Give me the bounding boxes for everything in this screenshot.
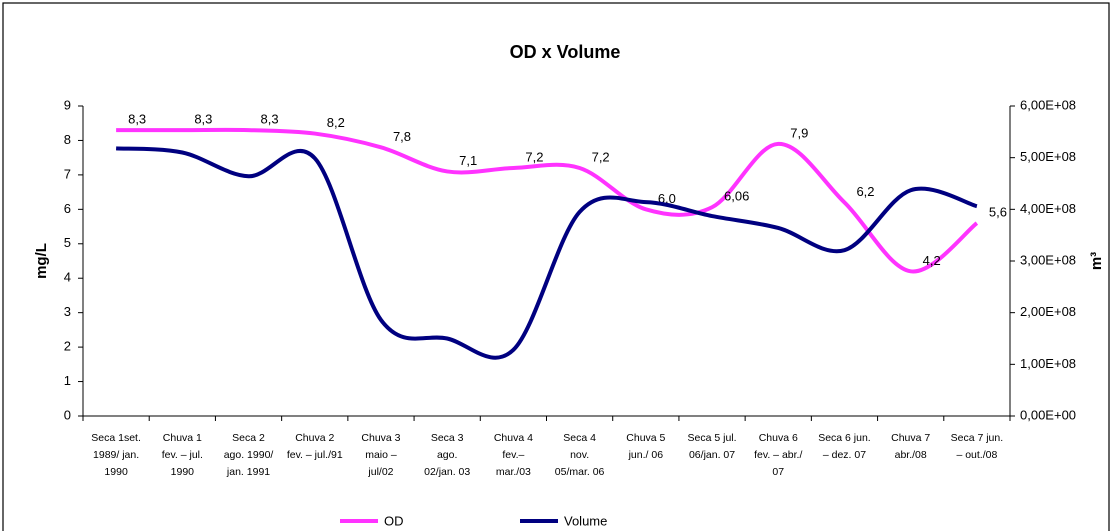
y-tick-label: 9: [64, 97, 71, 112]
x-tick-label: Chuva 2 fev. – jul./91: [287, 432, 343, 461]
legend-label: OD: [384, 513, 404, 528]
y-axis-title: mg/L: [33, 243, 50, 279]
legend-label: Volume: [564, 513, 607, 528]
y-tick-label: 4: [64, 270, 71, 285]
y-tick-label: 6: [64, 201, 71, 216]
x-tick-label: Seca 4 nov. 05/mar. 06: [555, 432, 605, 478]
data-label: 5,6: [989, 205, 1007, 220]
x-tick-label: Chuva 4 fev.– mar./03: [494, 432, 533, 478]
y2-tick-label: 0,00E+00: [1020, 407, 1076, 422]
y-tick-label: 1: [64, 373, 71, 388]
y2-tick-label: 5,00E+08: [1020, 149, 1076, 164]
data-label: 6,2: [856, 184, 874, 199]
x-tick-label: Chuva 1 fev. – jul. 1990: [162, 432, 203, 478]
data-label: 6,06: [724, 189, 749, 204]
data-label: 4,2: [923, 253, 941, 268]
data-label: 8,3: [194, 112, 212, 127]
series-line: [116, 127, 979, 274]
x-tick-label: Chuva 7 abr./08: [891, 432, 930, 461]
data-label: 7,9: [790, 125, 808, 140]
data-label: 7,1: [459, 153, 477, 168]
x-tick-label: Seca 6 jun. – dez. 07: [818, 432, 871, 461]
x-tick-label: Seca 5 jul. 06/jan. 07: [688, 432, 737, 461]
y-tick-label: 7: [64, 166, 71, 181]
y2-tick-label: 6,00E+08: [1020, 97, 1076, 112]
y-tick-label: 0: [64, 407, 71, 422]
y2-axis-title: m³: [1088, 252, 1105, 270]
y2-tick-label: 1,00E+08: [1020, 356, 1076, 371]
data-label: 7,2: [525, 149, 543, 164]
series-line: [115, 146, 978, 360]
x-tick-label: Seca 1set. 1989/ jan. 1990: [91, 432, 141, 478]
y-tick-label: 3: [64, 304, 71, 319]
data-label: 8,2: [327, 115, 345, 130]
y-tick-label: 2: [64, 339, 71, 354]
data-label: 7,8: [393, 129, 411, 144]
x-tick-label: Seca 7 jun. – out./08: [951, 432, 1004, 461]
data-label: 6,0: [658, 191, 676, 206]
data-label: 8,3: [128, 112, 146, 127]
x-tick-label: Chuva 6 fev. – abr./07: [754, 432, 802, 478]
x-tick-label: Chuva 5 jun./ 06: [626, 432, 665, 461]
x-tick-label: Chuva 3 maio – jul/02: [361, 432, 400, 478]
y-tick-label: 8: [64, 132, 71, 147]
y2-tick-label: 4,00E+08: [1020, 201, 1076, 216]
y-tick-label: 5: [64, 235, 71, 250]
data-label: 8,3: [261, 112, 279, 127]
y2-tick-label: 2,00E+08: [1020, 304, 1076, 319]
data-label: 7,2: [592, 149, 610, 164]
chart-title: OD x Volume: [510, 42, 621, 62]
x-tick-label: Seca 3 ago. 02/jan. 03: [424, 432, 470, 478]
x-tick-label: Seca 2 ago. 1990/jan. 1991: [224, 432, 274, 478]
y2-tick-label: 3,00E+08: [1020, 252, 1076, 267]
